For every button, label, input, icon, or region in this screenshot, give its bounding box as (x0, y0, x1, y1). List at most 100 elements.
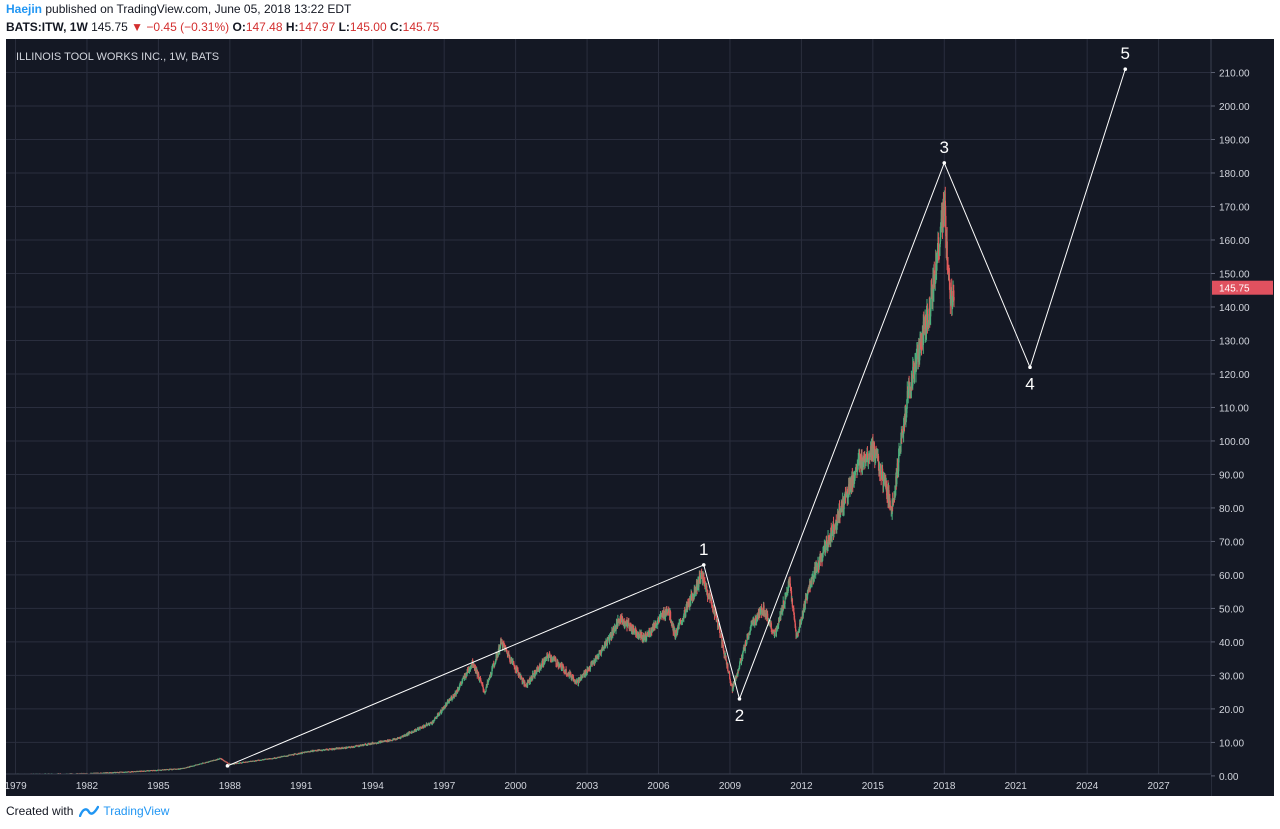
x-tick-label: 1979 (6, 781, 27, 792)
candle-body (485, 687, 487, 692)
candle-body (739, 662, 741, 667)
candle-body (312, 751, 314, 753)
candle-body (632, 625, 635, 630)
candle-body (300, 752, 303, 754)
candle-body (775, 627, 777, 637)
candle-body (789, 577, 791, 587)
candle-body (744, 643, 746, 651)
candle-body (795, 626, 797, 630)
y-tick-label: 100.00 (1219, 437, 1250, 448)
candle-body (946, 241, 948, 262)
candle-layer (6, 186, 955, 776)
candle-body (439, 713, 441, 715)
candle-body (557, 661, 559, 666)
wave-point-marker (1123, 67, 1128, 71)
candle-body (646, 635, 648, 638)
candle-body (521, 677, 523, 678)
wave-label: 1 (699, 540, 708, 559)
candle-body (648, 631, 650, 635)
candle-body (789, 586, 792, 589)
candle-body (273, 758, 275, 759)
candle-body (343, 748, 345, 749)
y-tick-label: 170.00 (1219, 202, 1250, 213)
candle-body (840, 502, 843, 513)
candle-body (537, 668, 539, 672)
candle-body (495, 654, 497, 662)
candle-body (729, 672, 731, 679)
tradingview-logo-icon (79, 805, 100, 817)
candle-body (834, 523, 837, 529)
wave-point-marker (737, 697, 742, 701)
candle-body (268, 758, 270, 760)
candle-body (720, 635, 723, 637)
y-tick-label: 200.00 (1219, 102, 1250, 113)
candle-body (947, 266, 949, 275)
candle-body (926, 316, 928, 330)
candle-body (800, 620, 803, 623)
y-tick-label: 130.00 (1219, 336, 1250, 347)
candle-body (594, 657, 597, 661)
last-price: 145.75 (91, 20, 128, 34)
candle-body (823, 550, 825, 551)
candle-body (900, 438, 902, 452)
candle-body (484, 692, 486, 694)
candle-body (872, 440, 874, 455)
candle-body (621, 616, 623, 623)
candle-body (126, 772, 128, 773)
candle-body (670, 611, 672, 621)
candle-body (424, 725, 427, 727)
candle-body (609, 635, 611, 641)
tradingview-brand-label: TradingView (103, 804, 170, 818)
candle-body (299, 753, 302, 755)
wave-label: 3 (940, 138, 949, 157)
candle-body (429, 722, 431, 724)
candle-body (639, 632, 641, 637)
candle-body (177, 769, 179, 770)
candle-body (742, 651, 744, 656)
candle-body (941, 211, 943, 221)
chart-panel[interactable]: 1 2 3 4 5 0.00 10.00 20.00 30.00 40.00 50.00 60.00… (6, 39, 1274, 796)
candle-body (462, 678, 464, 681)
candle-body (517, 670, 519, 673)
candle-body (171, 769, 173, 771)
y-tick-label: 30.00 (1219, 671, 1244, 682)
candle-body (624, 621, 626, 625)
candle-body (706, 586, 708, 593)
candle-body (324, 749, 326, 751)
created-with-text: Created with (6, 804, 74, 818)
candle-body (491, 668, 493, 675)
candle-body (516, 666, 518, 670)
candle-body (529, 680, 532, 682)
candle-body (898, 455, 900, 472)
candle-body (838, 507, 840, 518)
candle-body (328, 749, 330, 751)
x-tick-label: 2003 (576, 781, 599, 792)
candle-body (826, 540, 828, 543)
high-label: H: (285, 20, 299, 34)
tradingview-link[interactable]: TradingView (79, 804, 169, 818)
candle-body (380, 741, 382, 743)
candle-body (344, 747, 346, 749)
author-link[interactable]: Haejin (6, 2, 43, 16)
candle-body (429, 723, 431, 726)
candle-body (365, 744, 367, 746)
close-label: C: (389, 20, 403, 34)
candle-body (723, 648, 725, 653)
candle-body (467, 669, 469, 672)
candle-body (953, 297, 955, 301)
x-tick-label: 2027 (1147, 781, 1170, 792)
candle-body (943, 203, 946, 216)
y-tick-label: 0.00 (1219, 772, 1239, 783)
candle-body (386, 740, 388, 742)
candle-body (790, 590, 793, 600)
open-value: 147.48 (245, 20, 283, 34)
candle-body (896, 470, 898, 485)
candle-body (506, 650, 508, 654)
candle-body (719, 630, 721, 637)
candle-body (524, 682, 526, 685)
price-chart[interactable]: 1 2 3 4 5 0.00 10.00 20.00 30.00 40.00 50.00 60.00… (6, 39, 1274, 796)
candle-body (717, 620, 719, 628)
candle-body (818, 557, 821, 568)
candle-body (346, 747, 348, 749)
candle-body (833, 528, 835, 534)
